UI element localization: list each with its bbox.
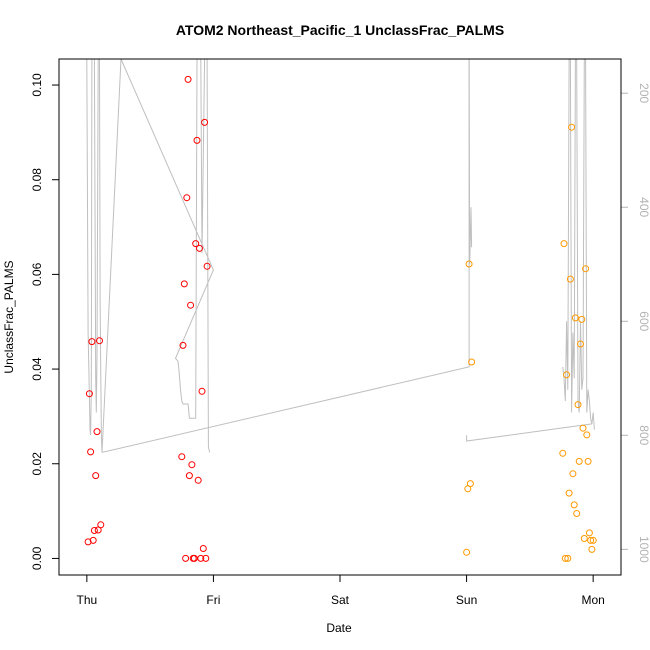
data-point xyxy=(570,501,578,509)
data-point xyxy=(468,358,476,366)
data-point xyxy=(566,275,574,283)
x-tick-label: Sun xyxy=(456,593,477,607)
data-point xyxy=(465,260,473,268)
data-point xyxy=(187,301,195,309)
data-point xyxy=(564,554,572,562)
x-tick-label: Mon xyxy=(581,593,604,607)
data-point xyxy=(96,337,103,345)
data-point xyxy=(579,424,587,432)
data-point xyxy=(197,554,205,562)
data-point xyxy=(180,280,188,288)
right-tick-label: 200 xyxy=(637,83,650,103)
data-point xyxy=(589,536,597,544)
data-point xyxy=(573,510,581,517)
altitude-trace-line xyxy=(86,58,214,453)
y-tick-label: 0.04 xyxy=(30,357,44,381)
data-point xyxy=(563,371,571,379)
data-point xyxy=(578,315,586,323)
altitude-trace xyxy=(86,58,595,453)
data-point xyxy=(184,75,192,83)
data-point xyxy=(559,449,567,457)
right-tick-label: 400 xyxy=(637,197,650,217)
data-point xyxy=(188,461,196,469)
data-point xyxy=(93,428,101,436)
data-point xyxy=(196,244,203,252)
x-tick-label: Thu xyxy=(77,593,98,607)
data-point xyxy=(201,118,209,126)
right-tick-label: 800 xyxy=(637,425,650,445)
data-point xyxy=(183,194,191,202)
data-point xyxy=(199,545,207,552)
data-point xyxy=(97,521,105,529)
data-point xyxy=(203,262,211,270)
data-point xyxy=(192,240,200,248)
data-point xyxy=(194,476,202,484)
right-tick-label: 600 xyxy=(637,311,650,331)
data-point xyxy=(178,453,186,461)
y-tick-label: 0.08 xyxy=(30,168,44,192)
data-point xyxy=(565,489,573,497)
y-tick-label: 0.10 xyxy=(30,73,44,97)
data-point xyxy=(179,341,187,349)
plot-frame xyxy=(58,58,622,576)
data-point xyxy=(202,554,210,562)
y-tick-label: 0.00 xyxy=(30,546,44,570)
data-point xyxy=(580,535,588,542)
x-tick-label: Sat xyxy=(331,593,350,607)
right-tick-label: 1000 xyxy=(637,536,650,563)
data-point xyxy=(560,240,568,248)
y-tick-label: 0.02 xyxy=(30,452,44,476)
data-point xyxy=(574,401,582,409)
axes: Thu Fri Sat Sun Mon 0.00 0.02 0.04 0.06 0.08 0.10 2… xyxy=(30,73,650,607)
data-point xyxy=(88,338,96,346)
data-point xyxy=(561,554,569,562)
altitude-trace-line xyxy=(101,59,470,453)
altitude-trace-line xyxy=(466,423,592,442)
data-point xyxy=(466,480,474,488)
data-point xyxy=(185,472,193,480)
data-point xyxy=(571,314,579,322)
data-point xyxy=(90,527,98,534)
data-point xyxy=(575,457,583,465)
altitude-trace-line xyxy=(562,58,595,430)
data-point xyxy=(577,340,584,348)
data-point xyxy=(582,265,590,273)
data-point xyxy=(584,457,592,465)
altitude-trace-line xyxy=(468,58,473,265)
data-point xyxy=(182,554,190,562)
data-points xyxy=(84,75,597,562)
data-point xyxy=(583,431,591,439)
data-point xyxy=(569,470,577,478)
data-point xyxy=(588,545,596,553)
data-point xyxy=(87,448,95,456)
data-point xyxy=(463,548,471,556)
data-point xyxy=(585,529,593,537)
data-point xyxy=(89,536,97,544)
y-tick-label: 0.06 xyxy=(30,262,44,286)
x-tick-label: Fri xyxy=(206,593,220,607)
data-point xyxy=(193,136,201,144)
data-point xyxy=(84,538,92,546)
data-point xyxy=(198,387,206,395)
data-point xyxy=(568,123,576,131)
chart-title: ATOM2 Northeast_Pacific_1 UnclassFrac_PA… xyxy=(176,22,504,38)
x-axis-label: Date xyxy=(326,621,352,635)
data-point xyxy=(587,536,595,544)
y-axis-label: UnclassFrac_PALMS xyxy=(2,260,16,373)
data-point xyxy=(85,390,93,398)
data-point xyxy=(92,472,100,480)
